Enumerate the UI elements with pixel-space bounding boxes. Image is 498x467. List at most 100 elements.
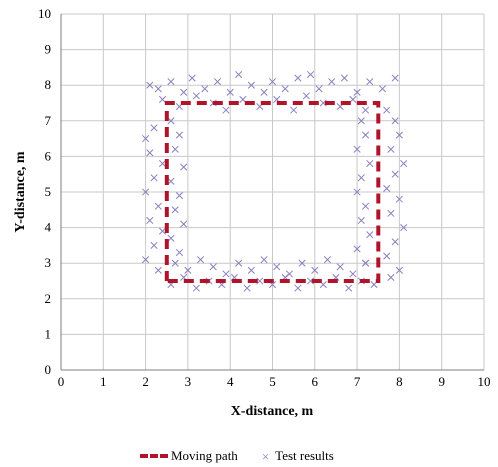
x-tick-label: 7 (354, 374, 361, 389)
legend-label-test-results: Test results (275, 448, 334, 463)
test-result-point (154, 85, 162, 93)
test-result-point (197, 256, 205, 264)
legend: Moving path × Test results (140, 448, 358, 464)
test-result-point (281, 85, 289, 93)
y-tick-label: 7 (45, 113, 52, 128)
y-tick-label: 2 (45, 291, 52, 306)
test-result-point (213, 78, 222, 86)
test-result-point (383, 106, 391, 114)
x-tick-label: 0 (58, 374, 65, 389)
test-result-point (366, 231, 374, 239)
test-result-point (226, 88, 234, 96)
test-result-point (383, 252, 391, 260)
test-result-point (175, 192, 183, 200)
x-tick-label: 5 (269, 374, 276, 389)
test-result-point (395, 266, 403, 274)
test-result-point (298, 259, 306, 267)
test-result-point (378, 85, 387, 93)
test-result-point (391, 170, 399, 178)
test-result-point (180, 220, 188, 228)
test-result-point (400, 224, 408, 232)
test-result-point (387, 273, 395, 281)
test-result-point (243, 284, 251, 292)
x-tick-label: 6 (312, 374, 319, 389)
test-result-point (142, 256, 150, 264)
test-result-point (247, 81, 255, 89)
grid-lines (60, 13, 485, 371)
y-tick-label: 3 (45, 255, 52, 270)
x-tick-label: 8 (396, 374, 403, 389)
test-result-point (387, 145, 395, 153)
test-result-point (171, 206, 179, 214)
test-result-point (247, 266, 255, 274)
test-result-point (209, 263, 217, 271)
test-result-point (328, 78, 336, 86)
test-result-point (395, 195, 403, 203)
test-result-point (167, 234, 175, 242)
test-result-point (340, 74, 348, 82)
tick-labels: 0 1 2 3 4 5 6 7 8 9 10 0 1 2 3 4 5 6 7 8 9 10 (38, 6, 491, 389)
test-result-point (353, 245, 361, 253)
moving-path-series (164, 101, 381, 283)
test-result-point (353, 188, 361, 196)
y-tick-label: 1 (45, 326, 52, 341)
legend-item-moving-path: Moving path (140, 448, 238, 464)
test-result-point (167, 117, 175, 125)
x-tick-label: 3 (185, 374, 192, 389)
test-result-point (256, 277, 264, 285)
test-result-point (192, 284, 200, 292)
test-result-point (353, 145, 361, 153)
test-result-point (362, 106, 370, 114)
test-result-point (260, 256, 268, 264)
test-result-point (357, 174, 365, 182)
test-result-point (311, 266, 319, 274)
test-result-point (383, 184, 391, 192)
test-results-series (142, 70, 408, 292)
test-result-point (290, 106, 298, 114)
legend-item-test-results: × Test results (262, 448, 334, 464)
test-result-point (180, 163, 188, 171)
test-result-point (158, 227, 167, 235)
test-result-point (146, 81, 154, 89)
axes (60, 14, 484, 371)
test-result-point (142, 135, 150, 143)
test-result-point (362, 259, 370, 267)
test-result-point (395, 131, 403, 139)
test-result-point (294, 74, 302, 82)
test-result-point (146, 216, 154, 225)
test-result-point (201, 85, 209, 93)
test-result-point (154, 202, 162, 210)
test-result-point (366, 78, 374, 86)
test-result-point (357, 216, 365, 225)
test-result-point (150, 174, 158, 182)
test-result-point (235, 70, 243, 79)
test-result-point (391, 74, 399, 82)
test-result-point (268, 78, 277, 86)
legend-label-moving-path: Moving path (171, 448, 238, 463)
x-tick-label: 4 (227, 374, 234, 389)
x-tick-label: 10 (478, 374, 491, 389)
test-result-point (387, 209, 395, 217)
test-result-point (315, 85, 323, 93)
test-result-point (175, 248, 183, 257)
test-result-point (150, 241, 158, 249)
test-result-point (175, 131, 183, 139)
test-result-point (302, 92, 310, 100)
test-result-point (357, 117, 365, 125)
x-tick-label: 1 (100, 374, 107, 389)
test-result-point (158, 159, 167, 168)
test-result-point (167, 78, 175, 86)
x-tick-label: 9 (438, 374, 445, 389)
test-result-point (184, 266, 192, 274)
test-result-point (353, 88, 361, 96)
test-result-point (294, 284, 302, 292)
x-axis-title: X-distance, m (231, 404, 314, 419)
x-marker-swatch-icon: × (261, 448, 270, 464)
y-axis-title: Y-distance, m (13, 151, 28, 232)
test-result-point (192, 92, 200, 100)
y-tick-label: 6 (45, 148, 52, 163)
test-result-point (362, 131, 370, 139)
y-tick-label: 0 (45, 362, 52, 377)
test-result-point (323, 256, 332, 264)
test-result-point (260, 88, 268, 96)
